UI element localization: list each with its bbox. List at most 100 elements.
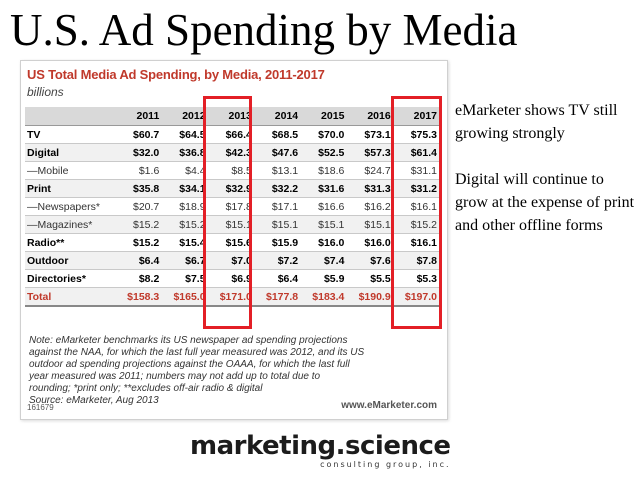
table-cell: $7.0 xyxy=(209,251,256,270)
column-header: 2017 xyxy=(394,107,441,126)
table-row: Total $158.3 $165.0 $171.0 $177.8 $183.4 $190.… xyxy=(25,287,441,307)
commentary-paragraph-digital: Digital will continue to grow at the exp… xyxy=(455,171,635,234)
table-cell: $68.5 xyxy=(255,125,303,144)
table-cell: $7.4 xyxy=(302,251,349,270)
row-label: Directories* xyxy=(25,269,117,288)
row-label: —Mobile xyxy=(25,161,117,180)
table-row: Print $35.8 $34.1 $32.9 $32.2 $31.6 $31.3 $31.2 xyxy=(25,179,441,198)
table-cell: $31.6 xyxy=(302,179,349,198)
slide-title: U.S. Ad Spending by Media xyxy=(10,5,518,55)
table-cell: $31.1 xyxy=(394,161,441,180)
table-cell: $15.1 xyxy=(348,215,395,234)
note-line: Note: eMarketer benchmarks its US newspa… xyxy=(29,335,348,346)
table-cell: $52.5 xyxy=(302,143,349,162)
brand-logo: marketing.science consulting group, inc. xyxy=(190,432,451,469)
table-cell: $8.2 xyxy=(117,269,164,288)
note-line: year measured was 2011; numbers may not … xyxy=(29,371,321,382)
table-cell: $15.6 xyxy=(209,233,256,252)
note-line: rounding; *print only; **excludes off-ai… xyxy=(29,383,263,394)
brand-tagline: consulting group, inc. xyxy=(320,460,451,469)
table-row: Directories* $8.2 $7.5 $6.9 $6.4 $5.9 $5.5 $5.3 xyxy=(25,269,441,288)
table-cell: $32.9 xyxy=(209,179,256,198)
table-cell: $13.1 xyxy=(255,161,303,180)
table-cell: $18.6 xyxy=(302,161,349,180)
table-cell: $64.5 xyxy=(163,125,210,144)
commentary-paragraph-tv: eMarketer shows TV still growing strongl… xyxy=(455,102,618,142)
column-header: 2013 xyxy=(209,107,256,126)
column-header: 2015 xyxy=(302,107,349,126)
table-cell: $60.7 xyxy=(117,125,164,144)
table-cell: $42.3 xyxy=(209,143,256,162)
table-cell: $6.9 xyxy=(209,269,256,288)
table-cell: $8.5 xyxy=(209,161,256,180)
table-cell: $15.1 xyxy=(302,215,349,234)
commentary: eMarketer shows TV still growing strongl… xyxy=(455,99,635,237)
table-cell: $75.3 xyxy=(394,125,441,144)
table-cell: $17.1 xyxy=(255,197,303,216)
table-cell: $31.2 xyxy=(394,179,441,198)
table-cell: $57.3 xyxy=(348,143,395,162)
row-label: Outdoor xyxy=(25,251,117,270)
table-cell: $47.6 xyxy=(255,143,303,162)
table-cell: $36.8 xyxy=(163,143,210,162)
table-cell: $7.5 xyxy=(163,269,210,288)
table-cell: $1.6 xyxy=(117,161,164,180)
table-cell: $171.0 xyxy=(209,287,256,307)
table-cell: $73.1 xyxy=(348,125,395,144)
table-cell: $6.7 xyxy=(163,251,210,270)
column-header xyxy=(25,107,117,126)
table-cell: $70.0 xyxy=(302,125,349,144)
table-cell: $4.4 xyxy=(163,161,210,180)
table-cell: $31.3 xyxy=(348,179,395,198)
table-cell: $20.7 xyxy=(117,197,164,216)
table-row: Outdoor $6.4 $6.7 $7.0 $7.2 $7.4 $7.6 $7.8 xyxy=(25,251,441,270)
row-label: Digital xyxy=(25,143,117,162)
table-cell: $16.0 xyxy=(348,233,395,252)
table-cell: $16.1 xyxy=(394,197,441,216)
table-cell: $7.6 xyxy=(348,251,395,270)
table-cell: $32.0 xyxy=(117,143,164,162)
column-header: 2014 xyxy=(255,107,303,126)
figure-title: US Total Media Ad Spending, by Media, 20… xyxy=(27,67,325,82)
table-cell: $15.1 xyxy=(255,215,303,234)
table-cell: $15.2 xyxy=(394,215,441,234)
table-cell: $34.1 xyxy=(163,179,210,198)
table-cell: $183.4 xyxy=(302,287,349,307)
table-cell: $158.3 xyxy=(117,287,164,307)
table-cell: $6.4 xyxy=(255,269,303,288)
table-note: Note: eMarketer benchmarks its US newspa… xyxy=(29,335,437,407)
table-row: TV $60.7 $64.5 $66.4 $68.5 $70.0 $73.1 $75.3 xyxy=(25,125,441,144)
emarketer-chart-image: US Total Media Ad Spending, by Media, 20… xyxy=(20,60,448,420)
table-cell: $16.1 xyxy=(394,233,441,252)
row-label: —Magazines* xyxy=(25,215,117,234)
table-cell: $15.9 xyxy=(255,233,303,252)
table-cell: $16.2 xyxy=(348,197,395,216)
table-cell: $190.9 xyxy=(348,287,395,307)
table-cell: $197.0 xyxy=(394,287,441,307)
table-row: Radio** $15.2 $15.4 $15.6 $15.9 $16.0 $16.0 $16… xyxy=(25,233,441,252)
row-label: Print xyxy=(25,179,117,198)
table-cell: $5.9 xyxy=(302,269,349,288)
note-line: Source: eMarketer, Aug 2013 xyxy=(29,395,159,406)
table-row: —Mobile $1.6 $4.4 $8.5 $13.1 $18.6 $24.7 $31.1 xyxy=(25,161,441,180)
table-cell: $66.4 xyxy=(209,125,256,144)
table-cell: $5.5 xyxy=(348,269,395,288)
figure-subtitle: billions xyxy=(27,85,64,99)
table-cell: $16.6 xyxy=(302,197,349,216)
table-cell: $15.2 xyxy=(163,215,210,234)
table-cell: $18.9 xyxy=(163,197,210,216)
table-cell: $17.8 xyxy=(209,197,256,216)
note-line: against the NAA, for which the last full… xyxy=(29,347,365,358)
table-cell: $7.8 xyxy=(394,251,441,270)
table-cell: $61.4 xyxy=(394,143,441,162)
table-cell: $16.0 xyxy=(302,233,349,252)
row-label: TV xyxy=(25,125,117,144)
column-header: 2012 xyxy=(163,107,210,126)
table-cell: $15.1 xyxy=(209,215,256,234)
chart-id: 161679 xyxy=(27,403,54,412)
table-row: —Newspapers* $20.7 $18.9 $17.8 $17.1 $16.6 $16… xyxy=(25,197,441,216)
column-header: 2016 xyxy=(348,107,395,126)
note-line: outdoor ad spending projections against … xyxy=(29,359,350,370)
table-cell: $5.3 xyxy=(394,269,441,288)
source-brand: www.eMarketer.com xyxy=(341,400,437,411)
